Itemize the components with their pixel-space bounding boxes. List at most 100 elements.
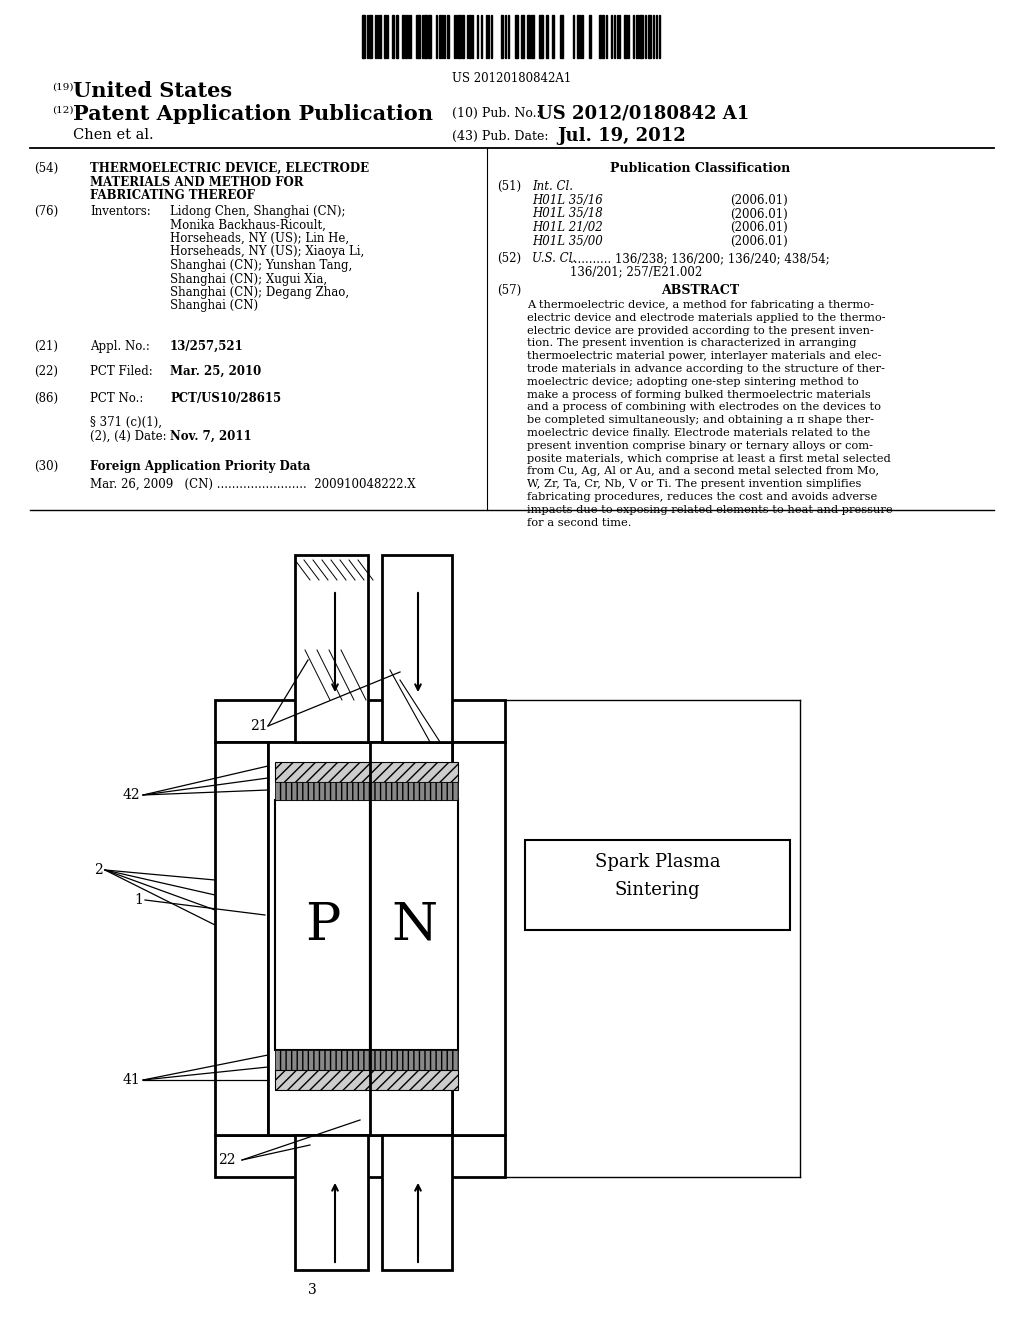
Text: (76): (76)	[34, 205, 58, 218]
Text: PCT No.:: PCT No.:	[90, 392, 143, 405]
Bar	[382, 1135, 452, 1270]
Text: US 20120180842A1: US 20120180842A1	[453, 73, 571, 84]
Text: 22: 22	[218, 1152, 236, 1167]
Text: PCT Filed:: PCT Filed:	[90, 366, 153, 378]
Text: U.S. Cl.: U.S. Cl.	[532, 252, 577, 265]
Text: (43) Pub. Date:: (43) Pub. Date:	[452, 129, 549, 143]
Bar	[546, 15, 548, 58]
Text: (10) Pub. No.:: (10) Pub. No.:	[452, 107, 541, 120]
Bar	[560, 15, 563, 58]
Text: (52): (52)	[497, 252, 521, 265]
Bar	[275, 781, 458, 800]
Text: Shanghai (CN); Xugui Xia,: Shanghai (CN); Xugui Xia,	[170, 272, 327, 285]
Text: (54): (54)	[34, 162, 58, 176]
Text: Publication Classification: Publication Classification	[610, 162, 791, 176]
Bar	[452, 742, 505, 1135]
Bar	[268, 742, 452, 1135]
Text: (30): (30)	[34, 459, 58, 473]
Bar	[589, 15, 591, 58]
Bar	[462, 15, 464, 58]
Text: Appl. No.:: Appl. No.:	[90, 341, 150, 352]
Text: N: N	[391, 899, 437, 950]
Text: (19): (19)	[52, 83, 74, 92]
Text: present invention comprise binary or ternary alloys or com-: present invention comprise binary or ter…	[527, 441, 873, 451]
Text: Monika Backhaus-Ricoult,: Monika Backhaus-Ricoult,	[170, 219, 326, 231]
Text: US 2012/0180842 A1: US 2012/0180842 A1	[537, 104, 750, 121]
Text: electric device are provided according to the present inven-: electric device are provided according t…	[527, 326, 873, 335]
Text: Sintering: Sintering	[614, 880, 700, 899]
Text: ABSTRACT: ABSTRACT	[660, 284, 739, 297]
Text: (2), (4) Date:: (2), (4) Date:	[90, 430, 167, 444]
Text: Mar. 26, 2009   (CN) ........................  200910048222.X: Mar. 26, 2009 (CN) .....................…	[90, 478, 416, 491]
Text: FABRICATING THEREOF: FABRICATING THEREOF	[90, 189, 255, 202]
Text: United States: United States	[73, 81, 232, 102]
Text: 2: 2	[94, 863, 103, 876]
Text: Chen et al.: Chen et al.	[73, 128, 154, 143]
Text: Lidong Chen, Shanghai (CN);: Lidong Chen, Shanghai (CN);	[170, 205, 345, 218]
Bar	[531, 15, 534, 58]
Text: Foreign Application Priority Data: Foreign Application Priority Data	[90, 459, 310, 473]
Text: P: P	[305, 899, 340, 950]
Bar	[527, 15, 530, 58]
Text: A thermoelectric device, a method for fabricating a thermo-: A thermoelectric device, a method for fa…	[527, 300, 874, 310]
Text: H01L 35/18: H01L 35/18	[532, 207, 603, 220]
Text: trode materials in advance according to the structure of ther-: trode materials in advance according to …	[527, 364, 885, 374]
Text: THERMOELECTRIC DEVICE, ELECTRODE: THERMOELECTRIC DEVICE, ELECTRODE	[90, 162, 369, 176]
Text: fabricating procedures, reduces the cost and avoids adverse: fabricating procedures, reduces the cost…	[527, 492, 878, 502]
Bar	[295, 554, 368, 742]
Text: Mar. 25, 2010: Mar. 25, 2010	[170, 366, 261, 378]
Text: moelectric device finally. Electrode materials related to the: moelectric device finally. Electrode mat…	[527, 428, 870, 438]
Text: H01L 35/16: H01L 35/16	[532, 194, 603, 207]
Text: (2006.01): (2006.01)	[730, 220, 787, 234]
Text: H01L 35/00: H01L 35/00	[532, 235, 603, 248]
Text: 13/257,521: 13/257,521	[170, 341, 244, 352]
Text: Patent Application Publication: Patent Application Publication	[73, 104, 433, 124]
Text: (86): (86)	[34, 392, 58, 405]
Text: (2006.01): (2006.01)	[730, 235, 787, 248]
Bar	[275, 762, 458, 781]
Bar	[525, 840, 790, 931]
Bar	[382, 554, 452, 742]
Text: 1: 1	[134, 894, 143, 907]
Bar	[215, 742, 268, 1135]
Text: 41: 41	[122, 1073, 140, 1086]
Bar	[215, 700, 505, 742]
Bar	[370, 15, 372, 58]
Text: 136/201; 257/E21.002: 136/201; 257/E21.002	[570, 265, 702, 279]
Text: § 371 (c)(1),: § 371 (c)(1),	[90, 416, 162, 429]
Bar	[295, 1135, 368, 1270]
Text: thermoelectric material power, interlayer materials and elec-: thermoelectric material power, interlaye…	[527, 351, 882, 362]
Text: from Cu, Ag, Al or Au, and a second metal selected from Mo,: from Cu, Ag, Al or Au, and a second meta…	[527, 466, 880, 477]
Text: W, Zr, Ta, Cr, Nb, V or Ti. The present invention simplifies: W, Zr, Ta, Cr, Nb, V or Ti. The present …	[527, 479, 861, 490]
Text: (51): (51)	[497, 180, 521, 193]
Text: for a second time.: for a second time.	[527, 517, 632, 528]
Text: 21: 21	[250, 719, 267, 733]
Bar	[416, 15, 419, 58]
Text: impacts due to exposing related elements to heat and pressure: impacts due to exposing related elements…	[527, 504, 893, 515]
Text: Nov. 7, 2011: Nov. 7, 2011	[170, 430, 252, 444]
Text: H01L 21/02: H01L 21/02	[532, 220, 603, 234]
Text: 3: 3	[307, 1283, 316, 1298]
Bar	[439, 15, 441, 58]
Text: be completed simultaneously; and obtaining a π shape ther-: be completed simultaneously; and obtaini…	[527, 416, 874, 425]
Bar	[516, 15, 518, 58]
Text: Spark Plasma: Spark Plasma	[595, 853, 720, 871]
Text: Inventors:: Inventors:	[90, 205, 151, 218]
Bar	[275, 800, 370, 1049]
Text: (12): (12)	[52, 106, 74, 115]
Text: PCT/US10/28615: PCT/US10/28615	[170, 392, 282, 405]
Text: electric device and electrode materials applied to the thermo-: electric device and electrode materials …	[527, 313, 886, 323]
Bar	[459, 15, 461, 58]
Text: ........... 136/238; 136/200; 136/240; 438/54;: ........... 136/238; 136/200; 136/240; 4…	[570, 252, 829, 265]
Text: make a process of forming bulked thermoelectric materials: make a process of forming bulked thermoe…	[527, 389, 870, 400]
Text: (21): (21)	[34, 341, 58, 352]
Bar	[521, 15, 523, 58]
Text: Int. Cl.: Int. Cl.	[532, 180, 573, 193]
Text: (22): (22)	[34, 366, 58, 378]
Text: MATERIALS AND METHOD FOR: MATERIALS AND METHOD FOR	[90, 176, 303, 189]
Text: Jul. 19, 2012: Jul. 19, 2012	[557, 127, 686, 145]
Text: (2006.01): (2006.01)	[730, 194, 787, 207]
Bar	[625, 15, 627, 58]
Text: Horseheads, NY (US); Xiaoya Li,: Horseheads, NY (US); Xiaoya Li,	[170, 246, 365, 259]
Text: Horseheads, NY (US); Lin He,: Horseheads, NY (US); Lin He,	[170, 232, 349, 246]
